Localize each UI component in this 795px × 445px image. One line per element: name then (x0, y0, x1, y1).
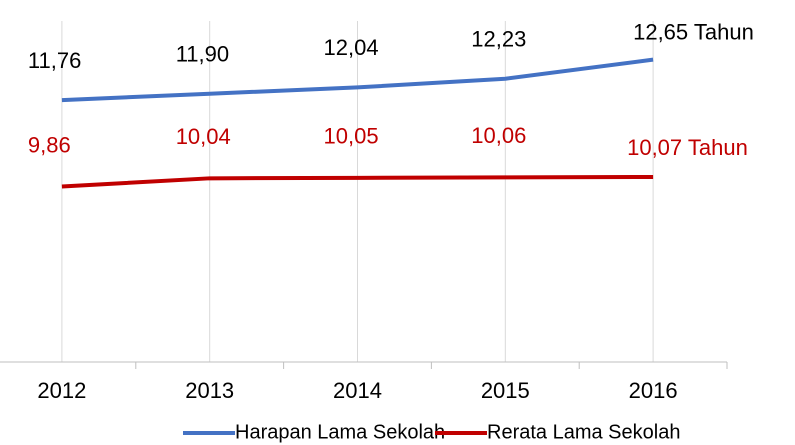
data-label: 10,05 (324, 124, 379, 149)
data-label: 9,86 (28, 132, 71, 157)
data-label: 12,23 (471, 27, 526, 52)
x-tick-label: 2012 (37, 378, 86, 403)
series-line (61, 57, 654, 103)
x-tick-label: 2013 (185, 378, 234, 403)
legend-label: Harapan Lama Sekolah (235, 421, 445, 443)
series-line (61, 174, 654, 189)
data-label: 12,65 Tahun (633, 19, 754, 44)
data-label: 10,06 (471, 123, 526, 148)
x-tick-label: 2014 (333, 378, 382, 403)
legend-label: Rerata Lama Sekolah (487, 421, 680, 443)
x-tick-label: 2015 (481, 378, 530, 403)
data-label: 10,04 (176, 124, 231, 149)
data-label: 12,04 (324, 35, 379, 60)
data-label: 11,76 (28, 48, 81, 73)
data-label: 11,90 (176, 42, 229, 67)
x-tick-label: 2016 (629, 378, 678, 403)
data-label: 10,07 Tahun (627, 135, 748, 160)
